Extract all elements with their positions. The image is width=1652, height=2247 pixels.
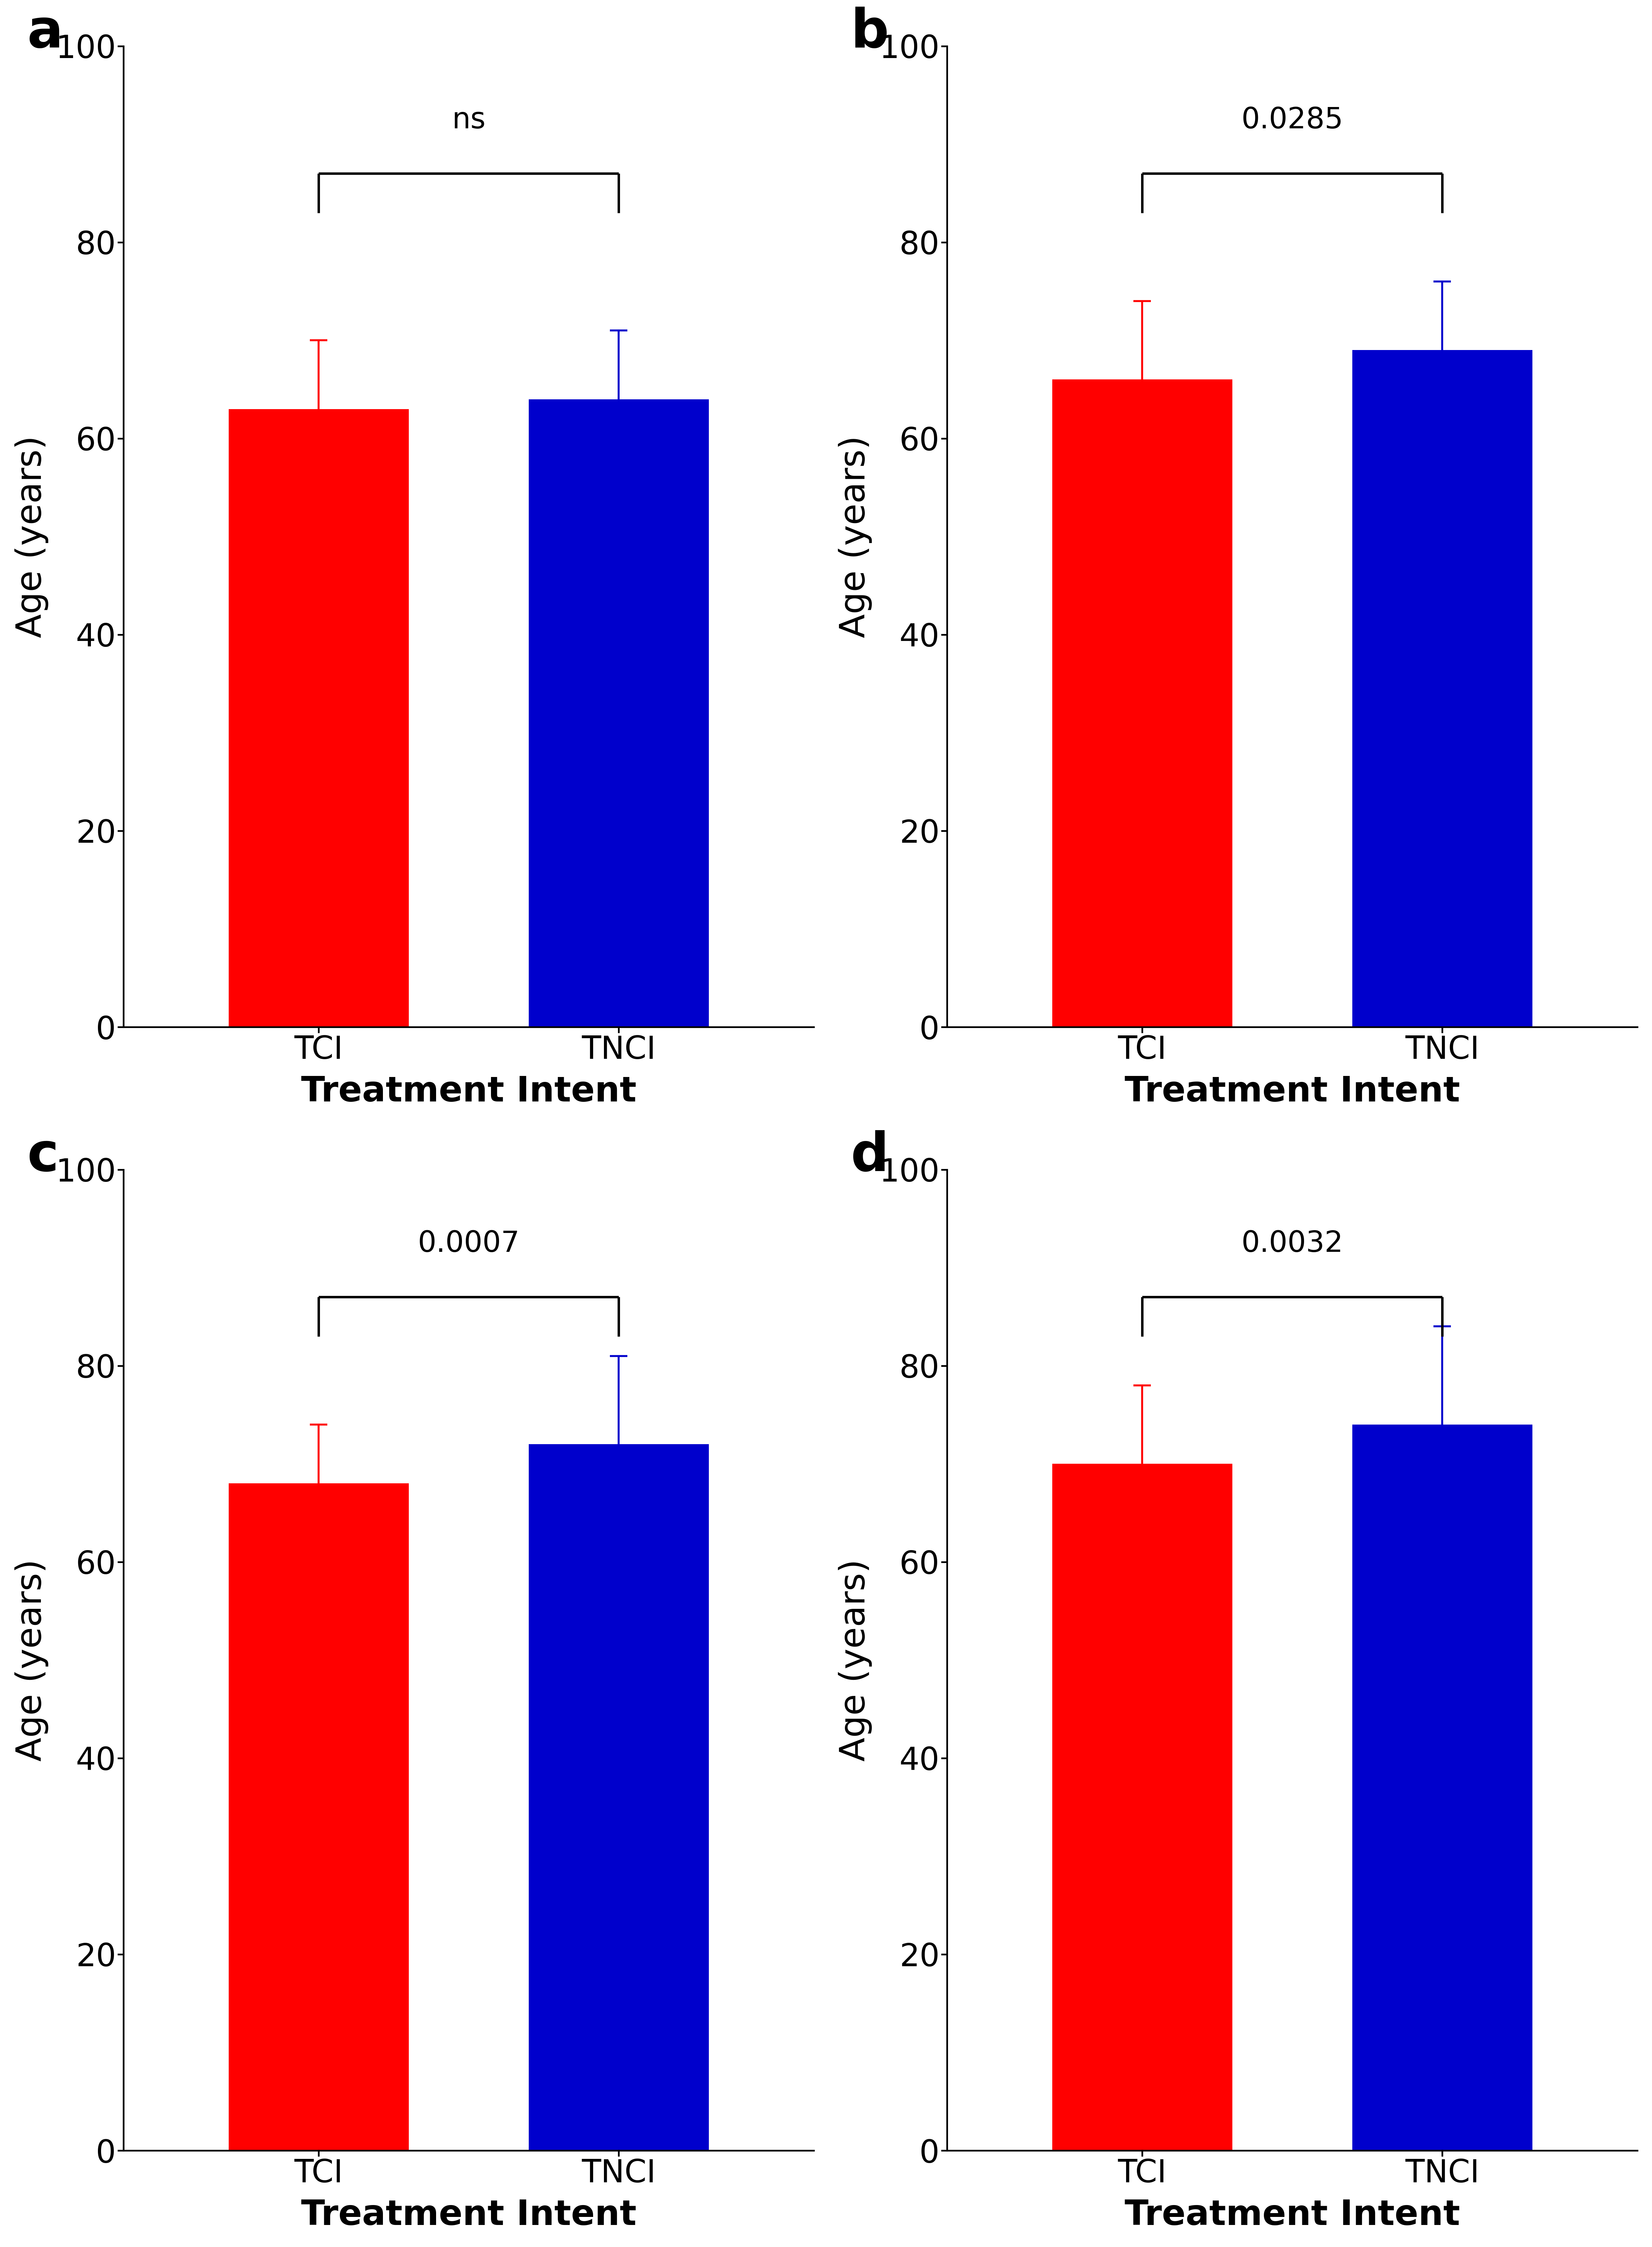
Bar <box>529 400 709 1027</box>
Bar <box>1052 1463 1232 2150</box>
Bar <box>228 409 408 1027</box>
Text: c: c <box>26 1130 58 1182</box>
Text: 0.0007: 0.0007 <box>418 1229 520 1258</box>
Y-axis label: Age (years): Age (years) <box>15 436 48 638</box>
Text: 0.0032: 0.0032 <box>1241 1229 1343 1258</box>
Text: a: a <box>26 7 63 58</box>
X-axis label: Treatment Intent: Treatment Intent <box>301 2198 636 2234</box>
X-axis label: Treatment Intent: Treatment Intent <box>1125 2198 1460 2234</box>
Bar <box>1353 1425 1533 2150</box>
Text: 0.0285: 0.0285 <box>1241 106 1343 135</box>
Text: d: d <box>851 1130 889 1182</box>
Text: ns: ns <box>453 106 486 135</box>
Y-axis label: Age (years): Age (years) <box>15 1559 48 1762</box>
Bar <box>1353 351 1533 1027</box>
X-axis label: Treatment Intent: Treatment Intent <box>1125 1074 1460 1110</box>
Bar <box>1052 380 1232 1027</box>
Bar <box>228 1483 408 2150</box>
Bar <box>529 1445 709 2150</box>
Y-axis label: Age (years): Age (years) <box>838 436 872 638</box>
Text: b: b <box>851 7 889 58</box>
X-axis label: Treatment Intent: Treatment Intent <box>301 1074 636 1110</box>
Y-axis label: Age (years): Age (years) <box>838 1559 872 1762</box>
